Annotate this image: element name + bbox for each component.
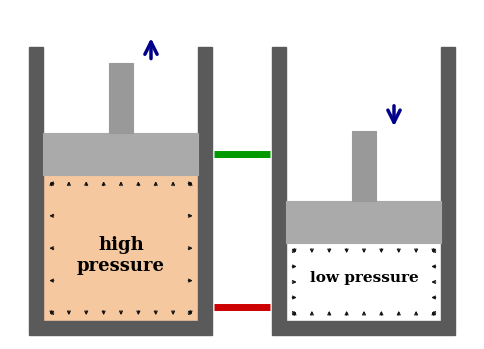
- Text: low pressure: low pressure: [309, 271, 418, 285]
- Bar: [30, 47, 44, 321]
- Text: high
pressure: high pressure: [77, 236, 165, 275]
- Bar: [272, 321, 454, 335]
- Bar: [30, 321, 212, 335]
- Bar: [109, 64, 133, 133]
- Bar: [286, 243, 440, 321]
- Bar: [351, 131, 375, 201]
- Bar: [286, 61, 440, 321]
- Bar: [272, 47, 286, 321]
- Bar: [286, 201, 440, 243]
- Bar: [44, 176, 198, 321]
- Bar: [44, 61, 198, 321]
- Bar: [198, 47, 212, 321]
- Bar: [44, 133, 198, 176]
- Bar: [440, 47, 454, 321]
